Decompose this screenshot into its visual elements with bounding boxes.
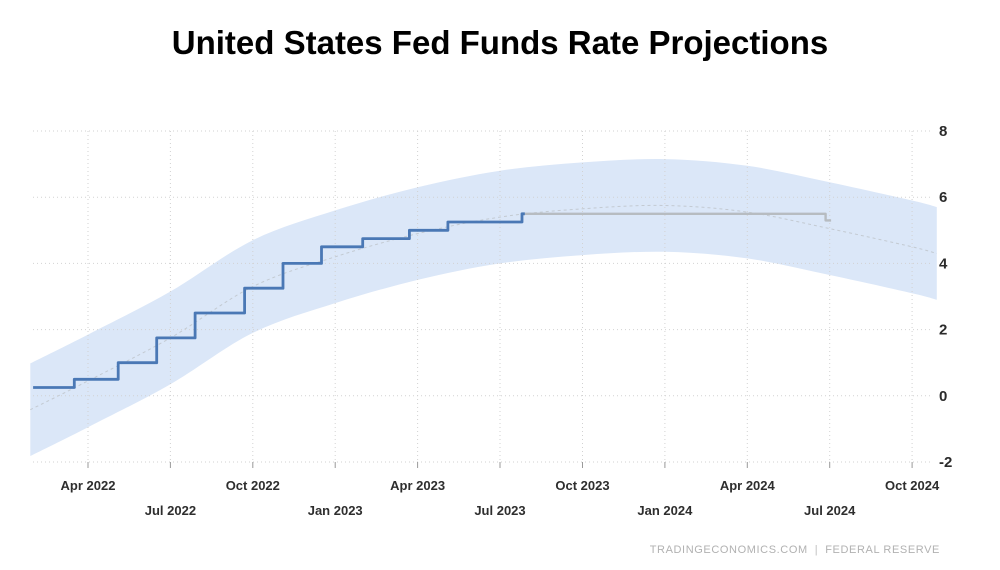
x-tick-label: Apr 2022 <box>61 478 116 493</box>
band-layer <box>30 159 937 457</box>
attribution-provider: FEDERAL RESERVE <box>825 544 940 556</box>
projection-band <box>30 159 937 457</box>
chart-title: United States Fed Funds Rate Projections <box>171 24 829 61</box>
y-tick-label: 6 <box>939 189 947 206</box>
attribution-separator: | <box>814 544 819 556</box>
projection-line <box>522 212 832 222</box>
y-tick-label: 2 <box>939 322 947 339</box>
x-tick-label: Oct 2022 <box>226 478 280 493</box>
attribution-source: TRADINGECONOMICS.COM <box>649 544 808 556</box>
x-tick-label: Jul 2022 <box>145 503 196 518</box>
x-tick-label: Jan 2024 <box>637 503 693 518</box>
actual-rate-line <box>33 212 525 389</box>
attribution: TRADINGECONOMICS.COM | FEDERAL RESERVE <box>650 544 940 556</box>
y-tick-label: 8 <box>939 123 947 140</box>
x-tick-label: Apr 2024 <box>720 478 776 493</box>
x-tick-label: Apr 2023 <box>390 478 445 493</box>
series-layer <box>33 212 832 389</box>
x-tick-label: Jul 2024 <box>804 503 856 518</box>
y-tick-label: -2 <box>939 454 952 471</box>
y-tick-label: 4 <box>939 255 948 272</box>
x-tick-label: Oct 2024 <box>885 478 940 493</box>
x-tick-label: Jan 2023 <box>308 503 363 518</box>
y-tick-label: 0 <box>939 388 947 405</box>
x-tick-label: Jul 2023 <box>474 503 525 518</box>
grid-layer: 8 6 4 2 0 -2 Apr 2022 Jul 2022 Oct 2022 Jan 2023 A… <box>33 123 952 518</box>
x-tick-label: Oct 2023 <box>555 478 609 493</box>
